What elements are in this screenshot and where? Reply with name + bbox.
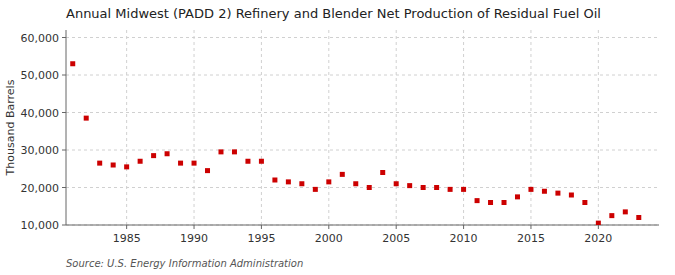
point — [407, 183, 412, 188]
y-grid-line — [66, 187, 659, 188]
point — [448, 187, 453, 192]
x-grid-line — [126, 30, 127, 225]
point — [192, 161, 197, 166]
points — [70, 61, 641, 225]
x-tick-label: 1995 — [247, 232, 275, 245]
point — [259, 159, 264, 164]
x-tick-label: 2000 — [315, 232, 343, 245]
x-grid-line — [530, 30, 531, 225]
x-tick — [194, 225, 195, 229]
y-axis-label: Thousand Barrels — [4, 79, 17, 176]
point — [232, 149, 237, 154]
x-tick — [463, 225, 464, 229]
x-grid-line — [261, 30, 262, 225]
point — [475, 198, 480, 203]
x-tick — [328, 225, 329, 229]
y-tick — [62, 75, 66, 76]
y-tick-label: 10,000 — [21, 219, 60, 232]
point — [569, 193, 574, 198]
x-grid-line — [598, 30, 599, 225]
grid — [66, 30, 659, 225]
point — [272, 178, 277, 183]
x-tick-label: 2015 — [517, 232, 545, 245]
x-tick-label: 2005 — [382, 232, 410, 245]
x-tick-label: 2010 — [450, 232, 478, 245]
point — [515, 194, 520, 199]
point — [609, 213, 614, 218]
x-tick-label: 1990 — [180, 232, 208, 245]
y-grid-line — [66, 37, 659, 38]
y-tick — [62, 150, 66, 151]
x-tick — [530, 225, 531, 229]
y-grid-line — [66, 75, 659, 76]
x-tick — [126, 225, 127, 229]
point — [151, 153, 156, 158]
point — [84, 116, 89, 121]
x-tick-label: 2020 — [584, 232, 612, 245]
point — [623, 209, 628, 214]
point — [124, 164, 129, 169]
x-tick — [598, 225, 599, 229]
point — [555, 191, 560, 196]
x-tick-label: 1985 — [113, 232, 141, 245]
y-tick-label: 20,000 — [21, 182, 60, 195]
point — [313, 187, 318, 192]
x-grid-line — [194, 30, 195, 225]
x-axis-line — [66, 225, 659, 226]
point — [542, 189, 547, 194]
point — [299, 181, 304, 186]
point — [97, 161, 102, 166]
y-tick — [62, 37, 66, 38]
y-tick-label: 40,000 — [21, 107, 60, 120]
point — [394, 181, 399, 186]
point — [286, 179, 291, 184]
point — [421, 185, 426, 190]
chart-svg: Annual Midwest (PADD 2) Refinery and Ble… — [0, 0, 675, 275]
x-grid-line — [328, 30, 329, 225]
point — [502, 200, 507, 205]
point — [596, 221, 601, 225]
x-grid-line — [396, 30, 397, 225]
point — [165, 151, 170, 156]
y-tick — [62, 112, 66, 113]
point — [528, 187, 533, 192]
point — [138, 159, 143, 164]
y-tick-label: 50,000 — [21, 69, 60, 82]
point — [178, 161, 183, 166]
point — [70, 61, 75, 66]
point — [218, 149, 223, 154]
x-tick — [396, 225, 397, 229]
x-tick — [261, 225, 262, 229]
chart-container: Annual Midwest (PADD 2) Refinery and Ble… — [0, 0, 675, 275]
point — [205, 168, 210, 173]
y-grid-line — [66, 112, 659, 113]
point — [340, 172, 345, 177]
point — [488, 200, 493, 205]
point — [582, 200, 587, 205]
point — [461, 187, 466, 192]
y-tick-label: 30,000 — [21, 144, 60, 157]
y-tick — [62, 225, 66, 226]
point — [326, 179, 331, 184]
y-axis-line — [66, 30, 67, 225]
y-grid-line — [66, 225, 659, 226]
point — [111, 163, 116, 168]
source-note: Source: U.S. Energy Information Administ… — [66, 258, 303, 269]
point — [245, 159, 250, 164]
title: Annual Midwest (PADD 2) Refinery and Ble… — [66, 6, 601, 21]
point — [434, 185, 439, 190]
x-grid-line — [463, 30, 464, 225]
y-grid-line — [66, 150, 659, 151]
point — [353, 181, 358, 186]
point — [367, 185, 372, 190]
point — [636, 215, 641, 220]
point — [380, 170, 385, 175]
y-tick — [62, 187, 66, 188]
axes: 10,000 20,000 30,000 40,000 50,000 60,000 1985… — [21, 30, 660, 245]
y-tick-label: 60,000 — [21, 32, 60, 45]
